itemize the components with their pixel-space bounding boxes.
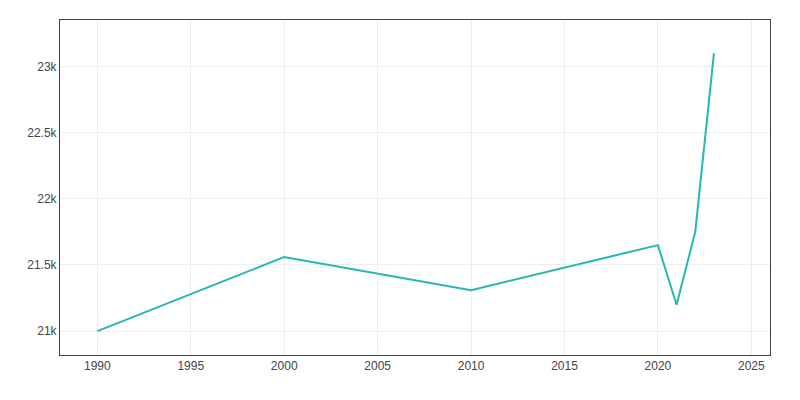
svg-text:2000: 2000	[271, 359, 298, 373]
svg-text:23k: 23k	[37, 60, 57, 74]
svg-text:22k: 22k	[37, 192, 57, 206]
svg-text:2020: 2020	[645, 359, 672, 373]
svg-text:1995: 1995	[177, 359, 204, 373]
svg-text:21.5k: 21.5k	[27, 258, 57, 272]
svg-text:2005: 2005	[364, 359, 391, 373]
svg-text:21k: 21k	[37, 324, 57, 338]
svg-text:2010: 2010	[458, 359, 485, 373]
svg-text:22.5k: 22.5k	[27, 126, 57, 140]
svg-text:1990: 1990	[84, 359, 111, 373]
svg-text:2025: 2025	[738, 359, 765, 373]
svg-text:2015: 2015	[551, 359, 578, 373]
